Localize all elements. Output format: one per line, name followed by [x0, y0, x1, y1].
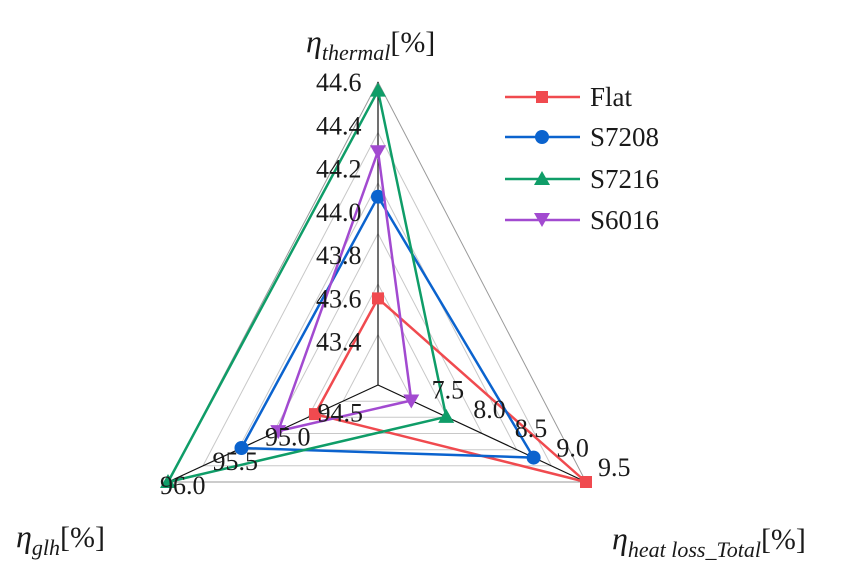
- axis-spoke-glh: [167, 384, 379, 483]
- series-s7216: [160, 82, 455, 488]
- tick-label-thermal: 44.4: [316, 111, 362, 140]
- data-point-s7208: [371, 189, 385, 204]
- grid-ring: [342, 333, 414, 402]
- legend-item-s6016: S6016: [505, 205, 659, 235]
- tick-label-thermal: 43.6: [316, 284, 362, 313]
- data-point-s6016: [370, 145, 386, 160]
- legend-marker-square: [536, 91, 548, 103]
- legend: Flat S7208 S7216 S6016: [505, 82, 659, 235]
- grid-ring: [237, 181, 518, 451]
- legend-label-s7208: S7208: [590, 122, 659, 152]
- tick-label-glh: 95.0: [265, 423, 311, 452]
- series-flat: [309, 292, 592, 488]
- data-point-flat: [309, 408, 321, 421]
- axis-title-thermal: ηthermal[%]: [306, 23, 435, 65]
- data-point-flat: [580, 476, 592, 488]
- series-s7208: [234, 189, 541, 465]
- tick-label-thermal: 44.0: [316, 198, 362, 227]
- tick-label-heat_loss: 8.0: [473, 395, 506, 424]
- legend-item-s7208: S7208: [505, 122, 659, 152]
- axis-title-glh: ηglh[%]: [16, 518, 105, 560]
- tick-label-thermal: 44.6: [316, 68, 362, 97]
- legend-label-s6016: S6016: [590, 205, 659, 235]
- data-point-flat: [372, 292, 384, 305]
- tick-label-heat_loss: 8.5: [515, 414, 548, 443]
- series-line-s6016: [276, 150, 413, 433]
- legend-marker-triangle-up: [534, 171, 550, 185]
- data-point-s7216: [160, 474, 176, 488]
- data-point-s7208: [526, 450, 541, 465]
- legend-label-flat: Flat: [590, 82, 633, 112]
- grid-ring: [307, 282, 449, 418]
- tick-label-glh: 94.5: [318, 398, 364, 427]
- legend-item-s7216: S7216: [505, 164, 659, 194]
- legend-label-s7216: S7216: [590, 164, 659, 194]
- axis-title-heat-loss: ηheat loss_Total[%]: [612, 520, 806, 562]
- data-point-s7216: [438, 408, 455, 423]
- series-line-flat: [313, 297, 588, 484]
- tick-label-thermal: 43.8: [316, 241, 362, 270]
- data-point-s6016: [403, 394, 420, 409]
- legend-marker-circle: [535, 130, 549, 144]
- tick-label-thermal: 44.2: [316, 155, 362, 184]
- tick-label-glh: 96.0: [160, 471, 206, 500]
- series-line-s7208: [240, 195, 535, 459]
- tick-label-heat_loss: 9.5: [598, 453, 631, 482]
- series-layer: [160, 82, 592, 488]
- tick-label-glh: 95.5: [213, 447, 259, 476]
- data-point-s7216: [370, 82, 386, 97]
- grid-ring: [167, 80, 587, 483]
- series-s6016: [270, 145, 420, 440]
- tick-label-heat_loss: 7.5: [432, 375, 465, 404]
- tick-label-thermal: 43.4: [316, 328, 362, 357]
- data-point-s7208: [234, 441, 249, 455]
- tick-label-heat_loss: 9.0: [556, 434, 589, 463]
- data-point-s6016: [270, 425, 287, 440]
- legend-marker-triangle-down: [534, 213, 550, 227]
- tick-layer: 43.4 43.6 43.8 44.0 44.2 44.4 44.6 7.5 8.0 8.5 9.0…: [160, 68, 631, 500]
- grid-ring: [202, 131, 553, 467]
- series-line-s7216: [166, 89, 448, 484]
- legend-item-flat: Flat: [505, 82, 633, 112]
